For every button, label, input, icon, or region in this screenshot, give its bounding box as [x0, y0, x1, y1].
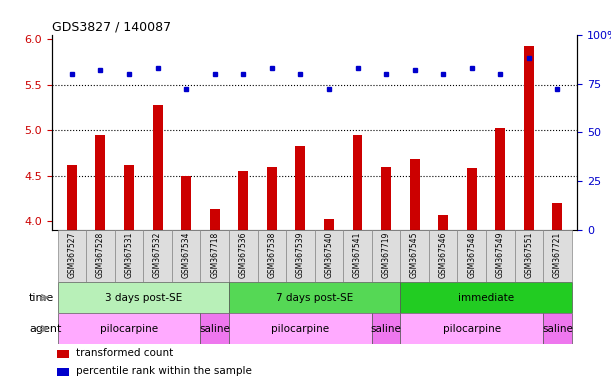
- Text: saline: saline: [371, 324, 401, 334]
- Bar: [258, 230, 286, 282]
- Bar: [229, 313, 371, 344]
- Bar: [200, 230, 229, 282]
- Text: GSM367534: GSM367534: [181, 232, 191, 278]
- Bar: [458, 230, 486, 282]
- Text: GSM367721: GSM367721: [553, 232, 562, 278]
- Bar: [295, 146, 306, 230]
- Text: GSM367532: GSM367532: [153, 232, 162, 278]
- Bar: [496, 128, 505, 230]
- Bar: [343, 230, 371, 282]
- Bar: [552, 203, 562, 230]
- Text: GSM367549: GSM367549: [496, 232, 505, 278]
- Bar: [95, 135, 106, 230]
- Text: 3 days post-SE: 3 days post-SE: [104, 293, 182, 303]
- Bar: [172, 230, 200, 282]
- Bar: [67, 165, 77, 230]
- Text: GSM367541: GSM367541: [353, 232, 362, 278]
- Text: GSM367719: GSM367719: [381, 232, 390, 278]
- Text: agent: agent: [29, 324, 62, 334]
- Text: 7 days post-SE: 7 days post-SE: [276, 293, 353, 303]
- Bar: [267, 167, 277, 230]
- Text: saline: saline: [542, 324, 573, 334]
- Bar: [524, 46, 534, 230]
- Text: GSM367546: GSM367546: [439, 232, 448, 278]
- Bar: [438, 215, 448, 230]
- Text: GSM367528: GSM367528: [96, 232, 105, 278]
- Text: immediate: immediate: [458, 293, 514, 303]
- Bar: [543, 313, 572, 344]
- Bar: [409, 159, 420, 230]
- Bar: [238, 171, 248, 230]
- Bar: [57, 230, 86, 282]
- Bar: [543, 230, 572, 282]
- Bar: [400, 282, 572, 313]
- Text: transformed count: transformed count: [76, 348, 173, 358]
- Text: GDS3827 / 140087: GDS3827 / 140087: [52, 20, 171, 33]
- Bar: [381, 167, 391, 230]
- Text: pilocarpine: pilocarpine: [100, 324, 158, 334]
- Bar: [229, 230, 258, 282]
- Bar: [400, 230, 429, 282]
- Text: GSM367718: GSM367718: [210, 232, 219, 278]
- Bar: [57, 350, 69, 358]
- Bar: [486, 230, 514, 282]
- Bar: [124, 165, 134, 230]
- Bar: [115, 230, 144, 282]
- Bar: [467, 169, 477, 230]
- Text: pilocarpine: pilocarpine: [442, 324, 501, 334]
- Bar: [371, 313, 400, 344]
- Bar: [57, 313, 200, 344]
- Text: GSM367539: GSM367539: [296, 232, 305, 278]
- Text: GSM367551: GSM367551: [524, 232, 533, 278]
- Bar: [400, 313, 543, 344]
- Bar: [86, 230, 115, 282]
- Text: GSM367540: GSM367540: [324, 232, 334, 278]
- Bar: [57, 367, 69, 376]
- Bar: [371, 230, 400, 282]
- Text: time: time: [29, 293, 54, 303]
- Bar: [181, 176, 191, 230]
- Text: GSM367545: GSM367545: [410, 232, 419, 278]
- Bar: [153, 105, 163, 230]
- Bar: [200, 313, 229, 344]
- Text: GSM367531: GSM367531: [125, 232, 134, 278]
- Bar: [229, 282, 400, 313]
- Bar: [210, 209, 220, 230]
- Bar: [353, 135, 362, 230]
- Bar: [315, 230, 343, 282]
- Bar: [514, 230, 543, 282]
- Bar: [324, 220, 334, 230]
- Bar: [286, 230, 315, 282]
- Text: GSM367527: GSM367527: [67, 232, 76, 278]
- Text: saline: saline: [199, 324, 230, 334]
- Bar: [144, 230, 172, 282]
- Bar: [429, 230, 458, 282]
- Text: GSM367548: GSM367548: [467, 232, 476, 278]
- Text: percentile rank within the sample: percentile rank within the sample: [76, 366, 252, 376]
- Text: pilocarpine: pilocarpine: [271, 324, 329, 334]
- Text: GSM367538: GSM367538: [268, 232, 276, 278]
- Text: GSM367536: GSM367536: [239, 232, 248, 278]
- Bar: [57, 282, 229, 313]
